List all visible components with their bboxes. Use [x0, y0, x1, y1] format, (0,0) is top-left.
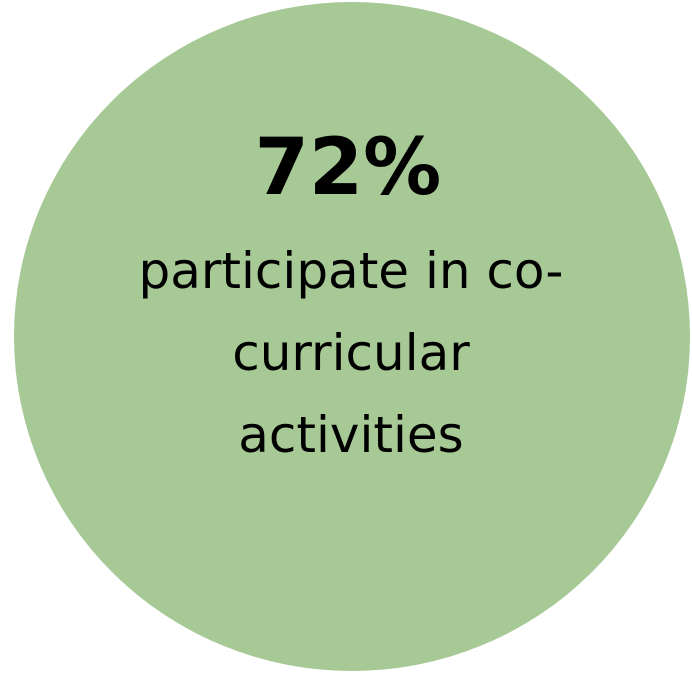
- caption-line-3: activities: [238, 406, 464, 464]
- stat-value: 72%: [254, 123, 442, 213]
- stat-caption: participate in co- curricular activities: [116, 230, 586, 476]
- caption-line-1: participate in co-: [138, 242, 564, 300]
- caption-line-2: curricular: [232, 324, 470, 382]
- stat-circle: [14, 2, 690, 671]
